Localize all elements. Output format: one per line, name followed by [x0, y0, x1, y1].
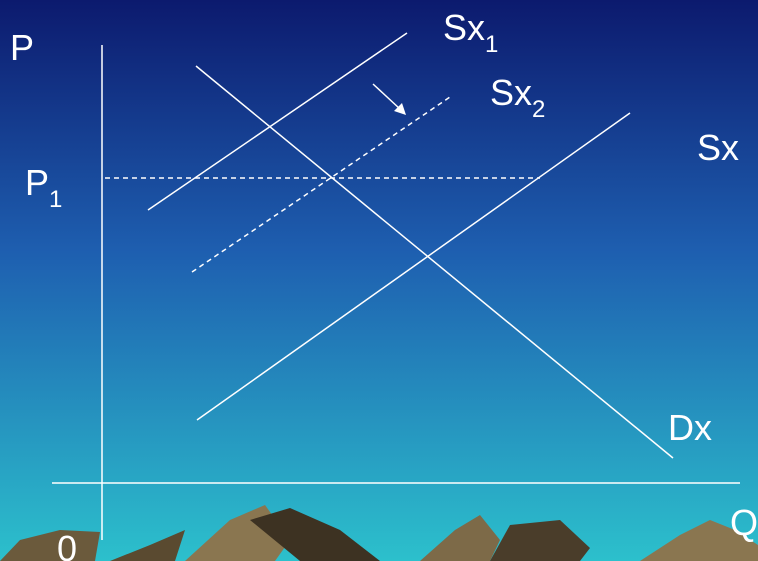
curve-label-text: Sx	[490, 72, 532, 113]
origin-label: 0	[57, 528, 77, 561]
curve-label: Sx1	[443, 7, 498, 58]
price-label-sub: 1	[49, 186, 62, 213]
curve-label: Sx2	[490, 72, 545, 123]
supply-curve-3	[196, 112, 631, 421]
x-axis-label: Q	[730, 502, 758, 543]
curve-label-sub: 1	[485, 31, 498, 58]
demand-curve	[195, 65, 674, 459]
curve-label-sub: 2	[532, 96, 545, 123]
price-label-text: P	[25, 162, 49, 203]
curve-label: Dx	[668, 407, 712, 448]
supply-curve-2	[191, 96, 451, 273]
price-label: P1	[25, 162, 62, 213]
shift-arrow	[372, 83, 406, 115]
curve-label: Sx	[697, 127, 739, 168]
rocks	[0, 505, 758, 561]
supply-curve-1	[147, 32, 408, 211]
y-axis-label: P	[10, 27, 34, 68]
curve-label-text: Sx	[443, 7, 485, 48]
